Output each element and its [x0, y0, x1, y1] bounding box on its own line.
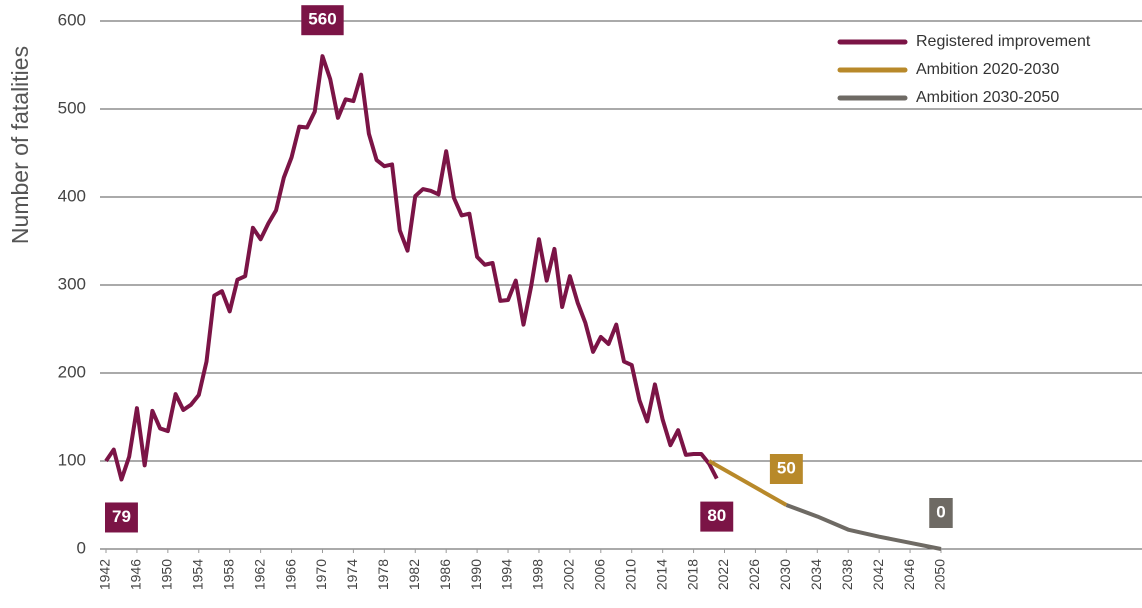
data-label-text: 50: [777, 458, 796, 477]
y-tick-label: 100: [58, 450, 86, 469]
x-tick-label: 1946: [128, 559, 144, 590]
y-tick-label: 500: [58, 98, 86, 117]
x-tick-label: 2030: [777, 559, 793, 590]
x-tick-label: 2002: [561, 559, 577, 590]
y-axis-label: Number of fatalities: [7, 46, 33, 244]
y-tick-label: 400: [58, 186, 86, 205]
series-line: [785, 503, 942, 551]
y-tick-label: 200: [58, 362, 86, 381]
x-tick-label: 2014: [653, 559, 669, 590]
data-label: 80: [700, 501, 734, 532]
x-tick-label: 1986: [437, 559, 453, 590]
x-tick-label: 2050: [932, 559, 948, 590]
series-line: [104, 54, 719, 482]
data-label-text: 80: [707, 506, 726, 525]
x-tick-label: 2018: [684, 559, 700, 590]
y-tick-label: 0: [77, 538, 86, 557]
x-tick-label: 1982: [406, 559, 422, 590]
legend-label: Ambition 2030-2050: [916, 89, 1059, 106]
data-label-text: 79: [112, 507, 131, 526]
data-label: 0: [929, 498, 953, 528]
data-label-box: [769, 454, 803, 484]
y-tick-label: 300: [58, 274, 86, 293]
legend-label: Registered improvement: [916, 33, 1091, 50]
data-label-box: [105, 502, 138, 533]
x-tick-label: 1950: [159, 559, 175, 590]
data-label: 560: [301, 5, 344, 36]
x-tick-label: 1994: [499, 559, 515, 590]
series-line: [708, 459, 788, 507]
x-tick-label: 1970: [313, 559, 329, 590]
data-label-box: [301, 5, 344, 36]
x-tick-label: 2034: [808, 559, 824, 590]
x-tick-label: 1974: [344, 559, 360, 590]
data-label: 79: [105, 502, 138, 533]
data-label-text: 560: [308, 10, 336, 29]
data-label: 50: [769, 454, 803, 484]
legend-label: Ambition 2020-2030: [916, 61, 1059, 78]
x-tick-label: 1962: [251, 559, 267, 590]
x-tick-label: 2010: [622, 559, 638, 590]
x-tick-label: 2022: [715, 559, 731, 590]
x-tick-label: 2046: [901, 559, 917, 590]
x-tick-label: 2042: [870, 559, 886, 590]
data-label-box: [929, 498, 953, 528]
x-tick-label: 1958: [220, 559, 236, 590]
x-tick-label: 2026: [746, 559, 762, 590]
y-tick-label: 600: [58, 10, 86, 29]
x-tick-label: 1998: [530, 559, 546, 590]
x-tick-label: 1942: [97, 559, 113, 590]
x-tick-label: 2006: [592, 559, 608, 590]
data-label-box: [700, 501, 734, 532]
x-tick-label: 1966: [282, 559, 298, 590]
x-tick-label: 1990: [468, 559, 484, 590]
x-tick-label: 1954: [189, 559, 205, 590]
data-label-text: 0: [936, 502, 945, 521]
x-tick-label: 1978: [375, 559, 391, 590]
x-tick-label: 2038: [839, 559, 855, 590]
